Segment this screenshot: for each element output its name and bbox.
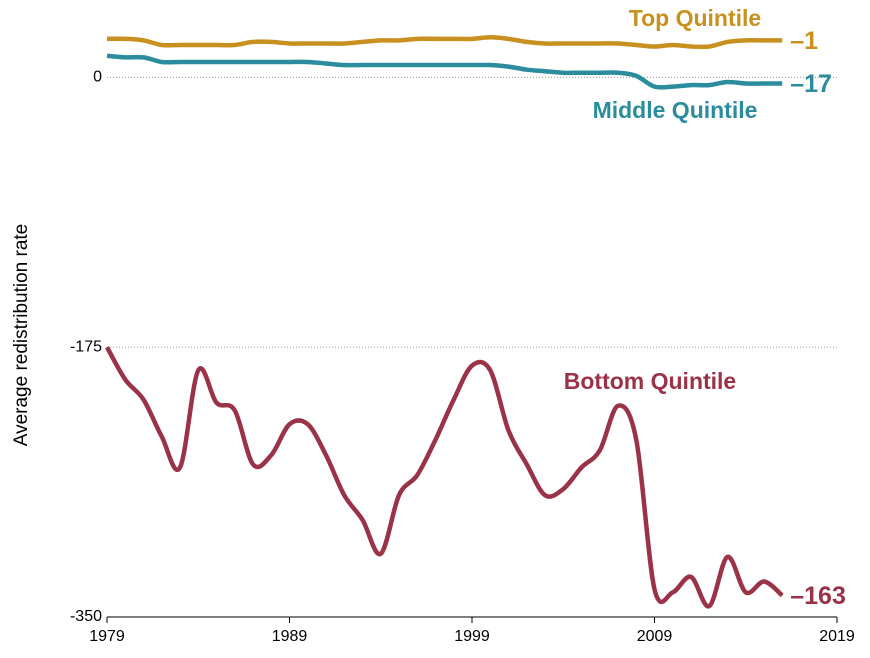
y-tick-label: -350	[70, 608, 102, 625]
series-label: Bottom Quintile	[564, 368, 736, 394]
series-line	[106, 53, 783, 90]
x-tick-label: 2019	[819, 628, 855, 645]
y-tick-label: 0	[93, 69, 102, 86]
series-label: Middle Quintile	[593, 97, 758, 123]
y-axis-label: Average redistribution rate	[11, 224, 32, 447]
y-tick-label: -175	[70, 338, 102, 355]
series-label: Top Quintile	[629, 5, 761, 31]
series-line	[105, 346, 784, 609]
x-tick-label: 1999	[454, 628, 490, 645]
x-tick-label: 2009	[637, 628, 673, 645]
x-tick-label: 1979	[89, 628, 125, 645]
end-label: –1	[790, 27, 818, 55]
end-label: –163	[790, 582, 846, 610]
series-line	[106, 35, 783, 50]
x-tick-label: 1989	[272, 628, 308, 645]
end-label: –17	[790, 70, 832, 98]
